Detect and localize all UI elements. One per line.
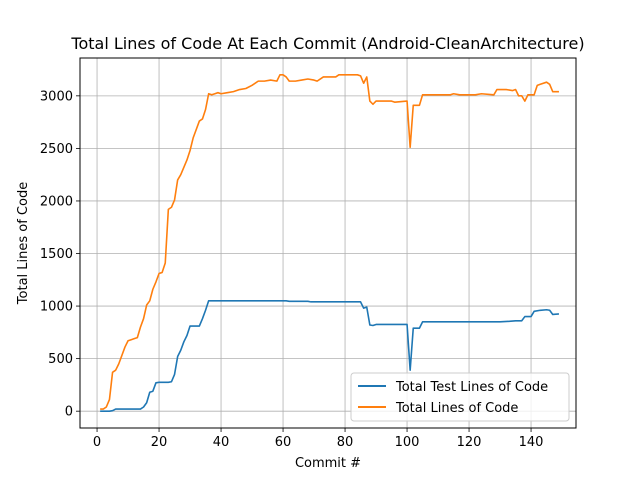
plot-frame: [79, 57, 577, 429]
x-tick-label: 60: [275, 435, 292, 450]
x-tick-label: 120: [457, 435, 482, 450]
series-line-1: [100, 74, 559, 410]
x-tick-label: 100: [395, 435, 420, 450]
x-tick-label: 20: [151, 435, 168, 450]
y-axis-label: Total Lines of Code: [16, 182, 31, 305]
legend: Total Test Lines of Code Total Lines of …: [350, 372, 570, 422]
legend-label-total-lines: Total Lines of Code: [395, 401, 518, 416]
x-tick-label: 40: [213, 435, 230, 450]
x-axis-label: Commit #: [295, 456, 361, 471]
legend-box: [350, 372, 570, 422]
legend-label-test-lines: Total Test Lines of Code: [395, 380, 548, 395]
x-tick-label: 80: [337, 435, 354, 450]
y-tick-label: 500: [48, 352, 73, 367]
series-group: [100, 74, 560, 412]
y-tick-label: 0: [65, 405, 73, 420]
x-tick-label: 140: [519, 435, 544, 450]
y-tick-label: 2500: [40, 142, 73, 157]
ticks: 0 20 40 60 80 100 120 140 0 500 1000 1500 2000 2500 30…: [40, 89, 544, 450]
y-tick-label: 1500: [40, 247, 73, 262]
y-tick-label: 2000: [40, 194, 73, 209]
x-tick-label: 0: [93, 435, 101, 450]
series-line-0: [100, 300, 560, 412]
grid: [80, 58, 576, 428]
y-tick-label: 1000: [40, 300, 73, 315]
chart-title: Total Lines of Code At Each Commit (Andr…: [70, 34, 584, 53]
y-tick-label: 3000: [40, 89, 73, 104]
